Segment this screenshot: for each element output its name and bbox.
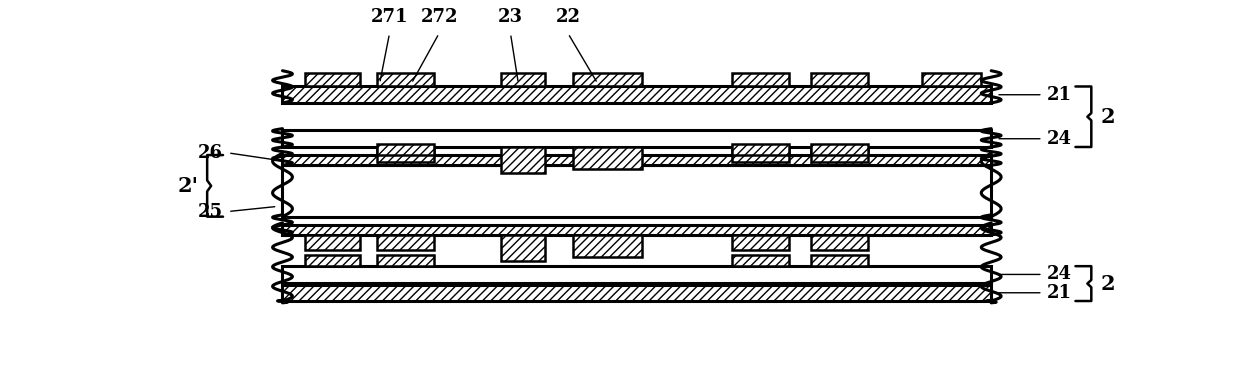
Bar [282, 86, 991, 103]
Bar [501, 73, 545, 86]
Bar [377, 147, 434, 162]
Bar [305, 255, 359, 266]
Bar [810, 147, 869, 162]
Bar [305, 73, 359, 86]
Bar [501, 235, 545, 261]
Text: 2': 2' [177, 176, 198, 196]
Text: 22: 22 [555, 8, 580, 26]
Bar [572, 235, 642, 257]
Text: 21: 21 [1047, 86, 1072, 104]
Bar [572, 147, 642, 169]
Text: 21: 21 [1047, 284, 1072, 302]
Bar [282, 131, 991, 147]
Bar [282, 225, 991, 235]
Bar [282, 266, 991, 283]
Bar [731, 144, 789, 155]
Bar [377, 144, 434, 155]
Text: 23: 23 [498, 8, 523, 26]
Bar [731, 255, 789, 266]
Bar [922, 73, 981, 86]
Bar [377, 235, 434, 251]
Bar [810, 235, 869, 251]
Text: 24: 24 [1047, 130, 1072, 148]
Bar [282, 285, 991, 301]
Bar [377, 255, 434, 266]
Bar [810, 144, 869, 155]
Bar [377, 73, 434, 86]
Bar [282, 155, 991, 165]
Bar [282, 165, 991, 217]
Text: 25: 25 [198, 202, 223, 220]
Bar [810, 73, 869, 86]
Text: 2: 2 [1100, 274, 1115, 294]
Bar [731, 147, 789, 162]
Bar [305, 235, 359, 251]
Bar [501, 147, 545, 173]
Text: 24: 24 [1047, 265, 1072, 283]
Text: 2: 2 [1100, 107, 1115, 127]
Text: 26: 26 [198, 144, 223, 162]
Bar [572, 73, 642, 86]
Text: 271: 271 [370, 8, 409, 26]
Bar [810, 255, 869, 266]
Bar [731, 235, 789, 251]
Text: 272: 272 [420, 8, 458, 26]
Bar [731, 73, 789, 86]
